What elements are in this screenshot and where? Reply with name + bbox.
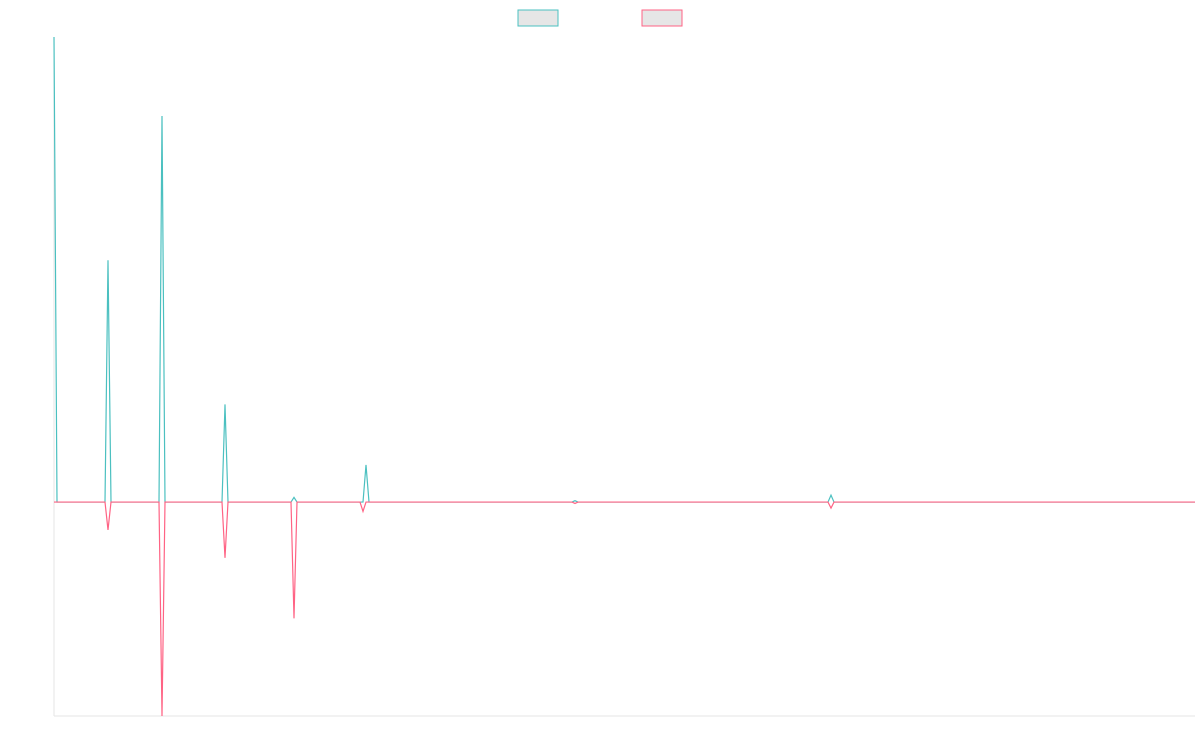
legend-swatch (517, 9, 559, 27)
series-line (53, 36, 1195, 503)
legend-swatch (641, 9, 683, 27)
series-line (54, 501, 1195, 717)
